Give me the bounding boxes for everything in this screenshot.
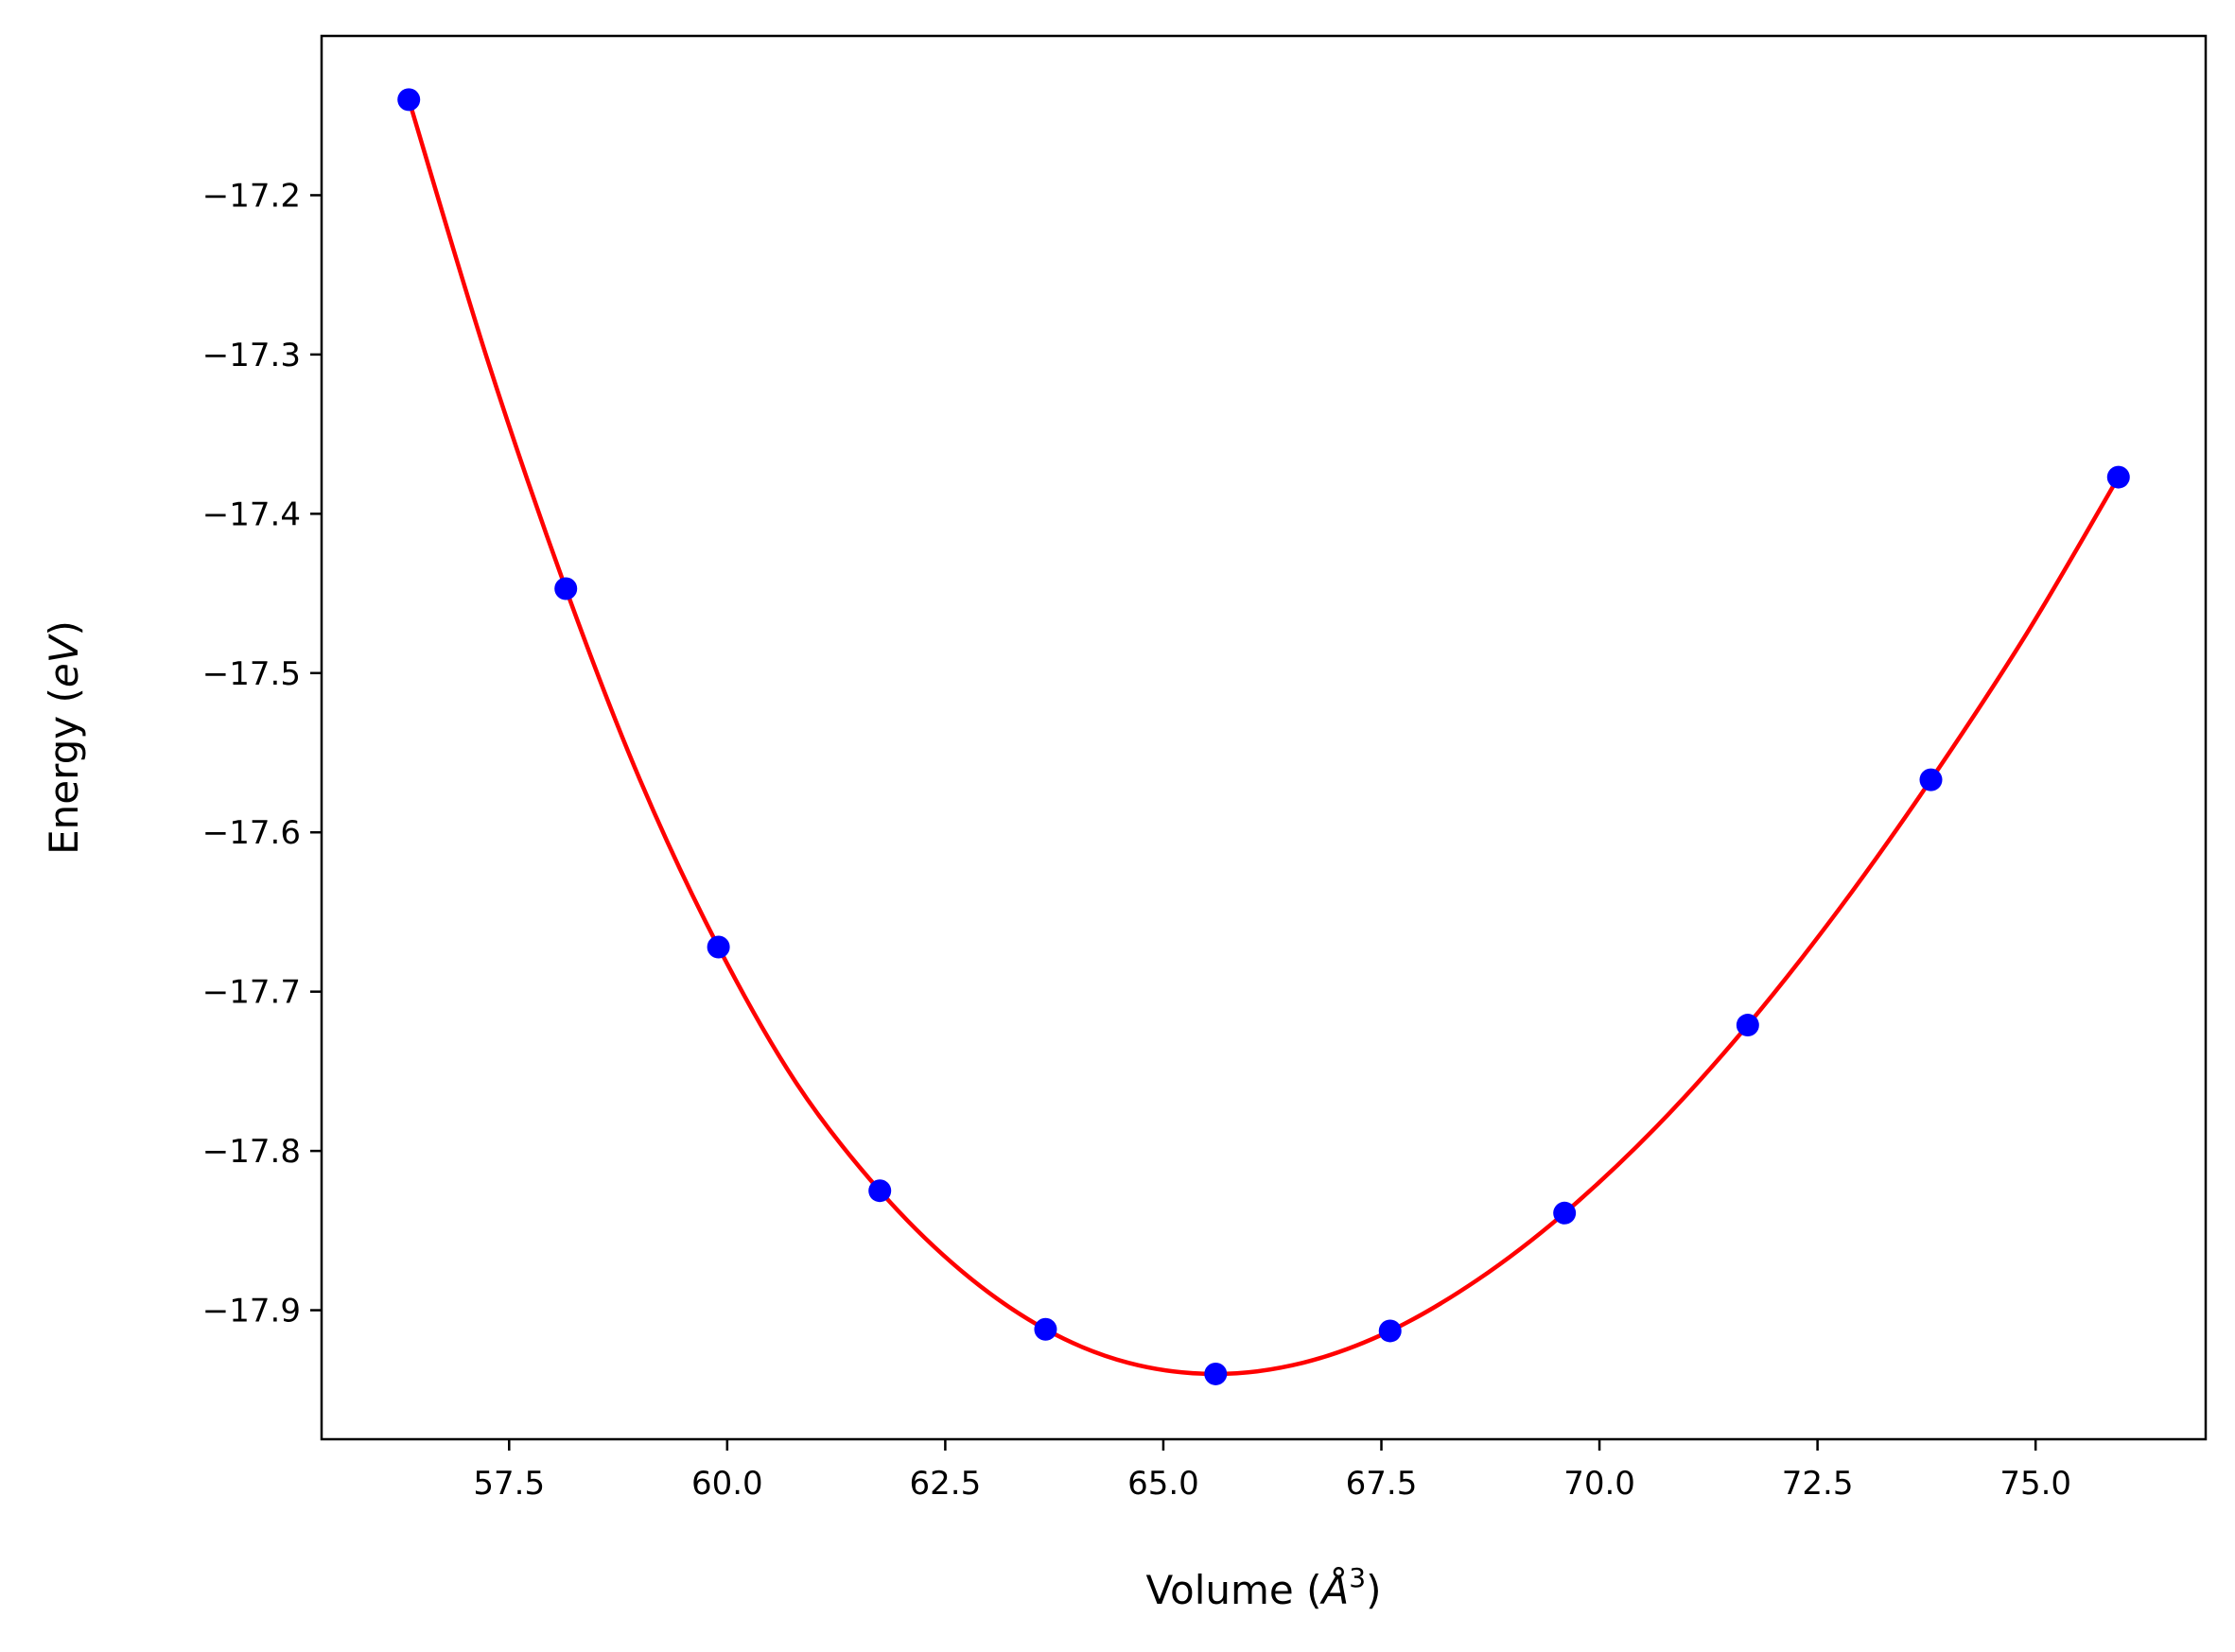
data-point [1736, 1014, 1759, 1037]
y-tick-label: −17.9 [202, 1293, 301, 1330]
x-axis: 57.5 60.0 62.5 65.0 67.5 70.0 72.5 75.0 [473, 1439, 2071, 1503]
x-tick-label: 65.0 [1127, 1465, 1199, 1503]
fit-curve-line [407, 98, 2121, 1377]
x-tick-label: 75.0 [1999, 1465, 2071, 1503]
data-point [397, 88, 421, 112]
x-axis-label-prefix: Volume ( [1146, 1567, 1322, 1613]
x-axis-label-superscript: 3 [1349, 1562, 1366, 1593]
x-tick-label: 72.5 [1782, 1465, 1854, 1503]
x-tick-label: 57.5 [473, 1465, 545, 1503]
y-tick-label: −17.3 [202, 337, 301, 374]
y-tick-label: −17.4 [202, 496, 301, 533]
y-tick-label: −17.2 [202, 177, 301, 215]
y-axis-label-suffix: ) [41, 620, 87, 635]
data-point [1204, 1362, 1228, 1385]
x-tick-label: 67.5 [1346, 1465, 1418, 1503]
y-tick-label: −17.5 [202, 655, 301, 693]
data-point [1378, 1319, 1402, 1343]
y-axis-label: Energy (eV) [41, 620, 87, 855]
data-point [868, 1179, 892, 1203]
x-axis-label-suffix: ) [1366, 1567, 1381, 1613]
data-point [2106, 465, 2130, 489]
y-axis: −17.2 −17.3 −17.4 −17.5 −17.6 −17.7 −17.8 −17.9 [202, 177, 322, 1330]
data-point [1919, 768, 1943, 791]
y-axis-label-prefix: Energy ( [41, 687, 87, 855]
data-point [707, 935, 730, 959]
y-tick-label: −17.6 [202, 814, 301, 852]
x-axis-label-symbol: Å [1319, 1566, 1350, 1613]
plot-frame [320, 34, 2208, 1441]
y-tick-label: −17.8 [202, 1133, 301, 1171]
fit-curve-layer [407, 98, 2121, 1377]
y-tick-label: −17.7 [202, 974, 301, 1012]
data-point [1034, 1317, 1057, 1341]
y-axis-label-symbol: eV [41, 633, 87, 687]
data-point [1553, 1201, 1577, 1225]
plot-area [322, 36, 2206, 1439]
data-point [554, 577, 578, 600]
x-tick-label: 62.5 [910, 1465, 982, 1503]
data-points-layer [397, 88, 2130, 1385]
x-tick-label: 70.0 [1563, 1465, 1635, 1503]
x-axis-label: Volume (Å3) [1146, 1562, 1382, 1613]
x-tick-label: 60.0 [691, 1465, 763, 1503]
